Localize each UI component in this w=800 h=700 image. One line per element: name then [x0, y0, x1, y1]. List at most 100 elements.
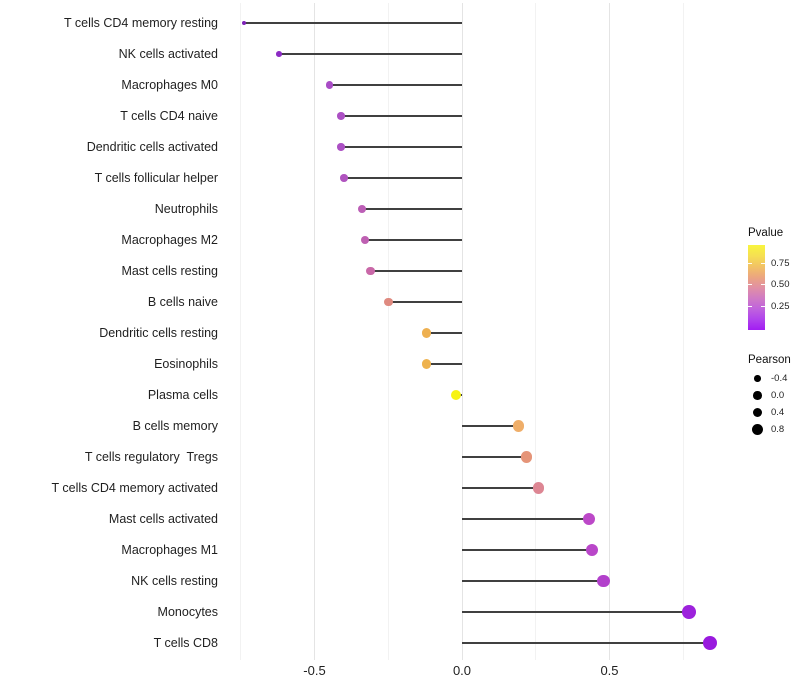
y-axis-label: B cells naive [147, 295, 218, 309]
colorbar-tick [761, 305, 765, 307]
x-axis-tick-label: -0.5 [303, 663, 326, 678]
y-axis-label: T cells CD4 memory resting [64, 16, 218, 30]
lollipop-stem [462, 518, 589, 520]
pearson-legend-row: -0.4 [748, 370, 787, 387]
y-axis-label: Mast cells activated [108, 512, 218, 526]
lollipop-dot [682, 605, 696, 619]
colorbar-tick [748, 263, 752, 265]
pearson-key-dot-icon [753, 391, 762, 400]
lollipop-dot [325, 81, 333, 89]
gridline-minor [682, 3, 684, 660]
gridline-minor [387, 3, 389, 660]
lollipop-dot [512, 420, 524, 432]
lollipop-dot [702, 636, 717, 650]
y-axis-labels: T cells CD4 memory resting NK cells activ… [0, 3, 219, 660]
lollipop-stem [341, 146, 462, 148]
lollipop-stem [462, 611, 690, 613]
colorbar-tick-label: 0.50 [771, 279, 790, 291]
pearson-legend-key [748, 407, 767, 418]
lollipop-stem [279, 53, 462, 55]
x-axis-tick-label: 0.5 [600, 663, 619, 678]
y-axis-label: Plasma cells [147, 388, 218, 402]
colorbar-tick [761, 263, 765, 265]
y-axis-label: Macrophages M2 [121, 233, 218, 247]
pearson-legend-label: 0.4 [771, 407, 785, 418]
lollipop-dot [597, 574, 610, 588]
gridline-major [609, 3, 610, 660]
lollipop-stem [462, 487, 539, 489]
lollipop-stem [462, 580, 604, 582]
pearson-size-legend: -0.4 0.0 0.4 0.8 [748, 370, 787, 438]
lollipop-stem [462, 549, 592, 551]
pearson-key-dot-icon [752, 407, 763, 418]
y-axis-label: Mast cells resting [121, 264, 218, 278]
lollipop-stem [462, 456, 527, 458]
lollipop-dot [337, 143, 345, 151]
colorbar-tick [761, 284, 765, 286]
lollipop-dot [241, 20, 246, 26]
pearson-legend-label: -0.4 [771, 373, 788, 384]
y-axis-label: Dendritic cells activated [86, 140, 218, 154]
pearson-legend-row: 0.0 [748, 387, 787, 404]
lollipop-stem [462, 425, 519, 427]
lollipop-stem [370, 270, 462, 272]
y-axis-label: Neutrophils [154, 202, 218, 216]
y-axis-label: T cells CD4 memory activated [51, 481, 219, 495]
gridline-minor [535, 3, 537, 660]
colorbar-tick [748, 284, 752, 286]
lollipop-dot [360, 236, 369, 244]
lollipop-dot [337, 112, 345, 120]
lollipop-dot [582, 512, 595, 526]
y-axis-label: Eosinophils [154, 357, 218, 371]
lollipop-stem [344, 177, 462, 179]
colorbar-tick [748, 305, 752, 307]
lollipop-stem [462, 642, 710, 644]
pearson-legend-row: 0.8 [748, 421, 787, 438]
lollipop-dot [340, 174, 348, 182]
gridline-major [461, 3, 463, 660]
y-axis-label: Dendritic cells resting [99, 326, 218, 340]
pearson-legend-key [748, 375, 767, 382]
pearson-legend-label: 0.0 [771, 390, 785, 401]
lollipop-stem [426, 332, 462, 334]
gridline-major [314, 3, 315, 660]
pearson-legend-label: 0.8 [771, 424, 785, 435]
lollipop-stem [243, 22, 462, 24]
pearson-legend-key [748, 424, 767, 435]
y-axis-label: NK cells activated [118, 47, 218, 61]
pvalue-colorbar [748, 245, 765, 330]
lollipop-dot [421, 359, 432, 369]
lollipop-dot [421, 328, 432, 338]
lollipop-dot [533, 482, 545, 494]
y-axis-label: T cells CD8 [153, 636, 218, 650]
gridline-minor [240, 3, 242, 660]
lollipop-dot [585, 543, 598, 557]
y-axis-label: Monocytes [157, 605, 218, 619]
y-axis-label: B cells memory [132, 419, 218, 433]
y-axis-label: NK cells resting [131, 574, 218, 588]
x-axis-tick-label: 0.0 [452, 663, 472, 678]
pearson-legend-title: Pearson [748, 354, 791, 366]
pearson-legend-row: 0.4 [748, 404, 787, 421]
lollipop-stem [364, 239, 462, 241]
lollipop-dot [366, 266, 375, 276]
y-axis-label: T cells follicular helper [94, 171, 218, 185]
pearson-key-dot-icon [754, 375, 761, 382]
lollipop-dot [521, 451, 533, 463]
pvalue-legend-title: Pvalue [748, 227, 784, 239]
y-axis-label: Macrophages M0 [121, 78, 218, 92]
lollipop-dot [451, 390, 462, 400]
colorbar-tick-label: 0.75 [771, 258, 790, 270]
lollipop-stem [341, 115, 462, 117]
y-axis-label: Macrophages M1 [121, 543, 218, 557]
lollipop-dot [383, 297, 393, 307]
lollipop-stem [426, 363, 462, 365]
y-axis-label: T cells CD4 naive [120, 109, 218, 123]
lollipop-dot [357, 205, 366, 213]
lollipop-dot [276, 51, 282, 57]
pearson-legend-key [748, 391, 767, 400]
pearson-key-dot-icon [752, 424, 763, 435]
lollipop-stem [388, 301, 462, 303]
lollipop-stem [329, 84, 462, 86]
